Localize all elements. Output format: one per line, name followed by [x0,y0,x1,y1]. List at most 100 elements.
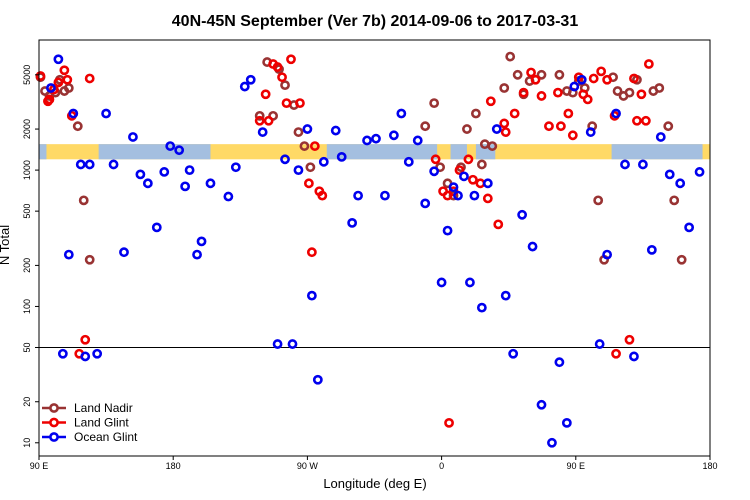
band-blue-segment [611,144,703,160]
point-ocean-glint [92,348,103,359]
band-blue-segment [39,144,47,160]
point-land-glint [277,72,287,83]
point-land-nadir [462,124,472,134]
x-tick-label: 180 [166,461,181,471]
point-ocean-glint [239,81,250,92]
point-ocean-glint [594,339,605,349]
point-land-glint [536,91,547,101]
point-ocean-glint [694,167,705,177]
point-ocean-glint [459,171,469,182]
point-ocean-glint [101,108,111,119]
point-land-glint [500,127,511,137]
point-ocean-glint [536,399,547,410]
point-ocean-glint [453,190,463,201]
point-land-glint [444,417,454,428]
point-land-glint [35,71,46,81]
point-land-glint [281,98,292,109]
point-ocean-glint [180,181,191,192]
x-tick-label: 90 E [567,461,586,471]
point-land-nadir [663,121,674,132]
point-land-nadir [299,141,310,151]
point-ocean-glint [517,209,528,220]
y-tick-label: 20 [22,397,32,407]
point-land-glint [430,154,441,165]
x-tick-label: 0 [439,461,444,471]
point-land-nadir [78,195,89,206]
legend-marker-land-glint [49,417,59,428]
y-tick-label: 200 [22,258,32,273]
point-land-glint [463,154,474,165]
point-ocean-glint [223,191,234,202]
point-ocean-glint [128,132,138,142]
point-land-glint [468,174,478,185]
point-ocean-glint [142,178,153,189]
point-land-nadir [505,51,516,62]
point-land-glint [588,73,599,84]
point-ocean-glint [184,165,195,176]
point-land-glint [518,87,529,98]
legend-marker-ocean-glint [49,432,59,442]
point-ocean-glint [508,348,519,359]
point-ocean-glint [585,127,596,137]
point-land-glint [643,59,654,69]
point-ocean-glint [306,290,317,301]
point-land-nadir [654,83,665,93]
point-land-glint [272,62,283,72]
point-ocean-glint [611,108,621,119]
point-ocean-glint [353,190,363,201]
point-ocean-glint [620,159,630,170]
point-land-glint [553,87,563,98]
point-land-nadir [280,80,290,91]
point-land-nadir [63,83,74,93]
point-land-glint [596,66,607,77]
series-ocean-glint [46,54,705,448]
y-tick-label: 2000 [22,119,32,139]
y-tick-label: 1000 [22,160,32,180]
legend-label-land-glint: Land Glint [74,416,129,430]
point-ocean-glint [347,217,358,228]
point-ocean-glint [165,141,176,151]
point-land-glint [611,348,621,359]
point-land-glint [640,115,651,126]
point-ocean-glint [655,132,666,142]
point-land-nadir [254,110,265,121]
x-tick-label: 90 W [297,461,319,471]
point-land-glint [295,98,305,109]
point-land-glint [317,190,328,201]
legend-marker-land-nadir [49,403,59,413]
point-land-glint [80,334,91,345]
point-ocean-glint [68,108,79,119]
point-ocean-glint [312,374,323,385]
point-land-glint [499,118,510,129]
point-land-nadir [536,69,547,80]
point-ocean-glint [664,169,675,180]
point-land-glint [59,65,70,76]
point-land-glint [44,94,55,105]
point-land-nadir [499,83,510,93]
y-tick-label: 10 [22,438,32,448]
point-land-nadir [624,87,635,98]
point-ocean-glint [46,83,56,93]
point-land-glint [485,96,496,107]
point-land-glint [260,89,271,100]
point-ocean-glint [280,154,290,165]
point-land-nadir [420,121,431,132]
band-blue-segment [450,144,467,160]
point-ocean-glint [482,178,493,189]
point-ocean-glint [119,247,129,258]
point-land-glint [62,74,73,85]
point-ocean-glint [629,351,639,362]
x-axis-label: Longitude (deg E) [323,476,426,491]
point-land-glint [555,121,566,132]
point-ocean-glint [196,236,207,247]
point-land-nadir [512,69,523,80]
band-blue-segment [98,144,211,160]
point-land-glint [567,130,578,141]
point-ocean-glint [436,277,447,288]
point-ocean-glint [380,190,390,201]
point-land-nadir [554,69,565,80]
plot-frame [38,39,711,457]
point-ocean-glint [63,249,74,260]
point-ocean-glint [420,198,431,209]
